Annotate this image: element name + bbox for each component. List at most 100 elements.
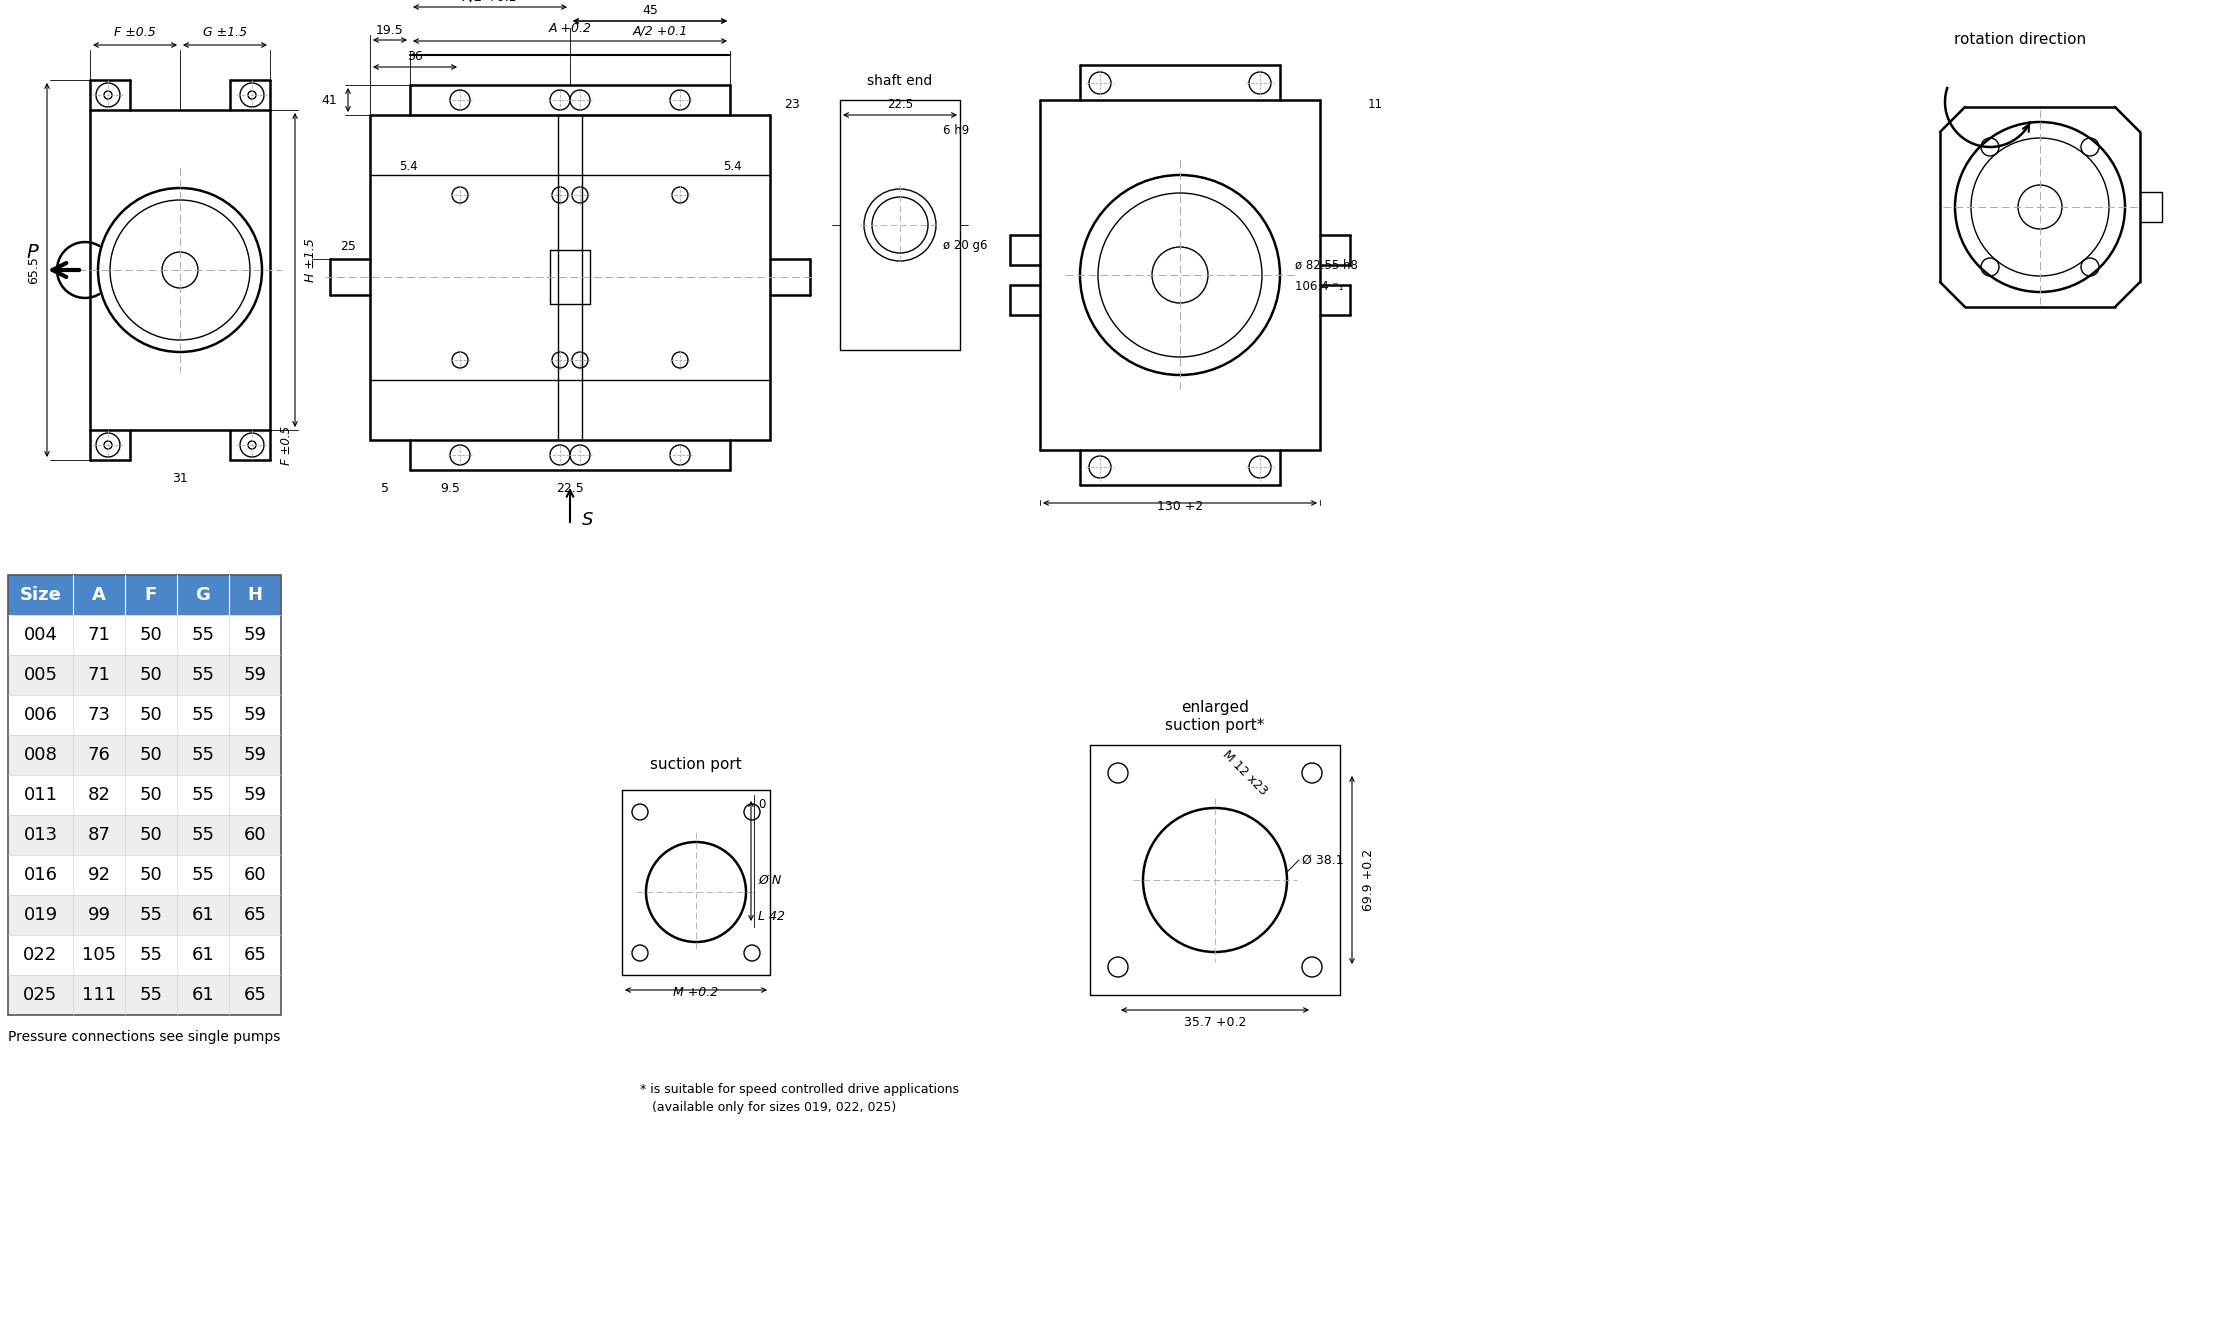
Text: 50: 50 [140,706,162,724]
Text: 50: 50 [140,626,162,644]
Text: S: S [582,511,593,530]
Bar [9,855,280,895]
Text: A +0.2: A +0.2 [549,23,591,35]
Text: 50: 50 [140,746,162,763]
Text: 11: 11 [1369,98,1382,112]
Text: 019: 019 [24,906,58,925]
Bar [9,575,280,1015]
Text: 59: 59 [244,746,267,763]
Text: 025: 025 [24,986,58,1004]
Text: rotation direction: rotation direction [1953,32,2086,47]
Text: 5.4: 5.4 [398,160,418,173]
Text: 5: 5 [380,481,389,495]
Text: 013: 013 [24,827,58,844]
Text: 55: 55 [191,866,216,884]
Text: 71: 71 [87,626,111,644]
Bar [9,775,280,814]
Text: 005: 005 [24,667,58,684]
Text: 55: 55 [140,906,162,925]
Text: 23: 23 [784,98,800,112]
Text: Size: Size [20,586,62,603]
Text: G: G [196,586,211,603]
Text: 55: 55 [191,626,216,644]
Text: 65.5: 65.5 [27,257,40,284]
Text: 61: 61 [191,946,213,964]
Text: 59: 59 [244,786,267,804]
Text: Ø N: Ø N [758,874,782,887]
Text: 76: 76 [87,746,111,763]
Text: F ±0.5: F ±0.5 [280,426,293,465]
Bar [9,695,280,735]
Text: 55: 55 [140,946,162,964]
Text: enlarged: enlarged [1182,700,1249,715]
Text: 55: 55 [140,986,162,1004]
Text: 69.9 +0.2: 69.9 +0.2 [1362,849,1375,911]
Text: 55: 55 [191,706,216,724]
Bar [9,655,280,695]
Text: 004: 004 [24,626,58,644]
Text: * is suitable for speed controlled drive applications: * is suitable for speed controlled drive… [640,1083,960,1097]
Bar [9,814,280,855]
Text: Pressure connections see single pumps: Pressure connections see single pumps [9,1030,280,1044]
Text: A: A [91,586,107,603]
Text: 61: 61 [191,906,213,925]
Text: F: F [144,586,158,603]
Text: 92: 92 [87,866,111,884]
Text: 008: 008 [24,746,58,763]
Text: 73: 73 [87,706,111,724]
Text: 71: 71 [87,667,111,684]
Text: 31: 31 [171,472,189,484]
Text: M +0.2: M +0.2 [673,986,718,1000]
Text: Ø 38.1: Ø 38.1 [1302,853,1344,867]
Text: 65: 65 [244,906,267,925]
Text: ø 82.55 h8: ø 82.55 h8 [1295,258,1358,271]
Text: 6 h9: 6 h9 [942,124,969,137]
Text: 130 +2: 130 +2 [1158,500,1202,513]
Text: 0: 0 [758,798,764,812]
Bar [9,895,280,935]
Text: 65: 65 [244,946,267,964]
Bar [9,616,280,655]
Bar [9,935,280,974]
Bar [9,974,280,1015]
Text: (available only for sizes 019, 022, 025): (available only for sizes 019, 022, 025) [640,1102,895,1114]
Text: 65: 65 [244,986,267,1004]
Text: 19.5: 19.5 [376,23,404,36]
Text: 25: 25 [340,241,356,254]
Text: 22.5: 22.5 [556,481,584,495]
Text: F ±0.5: F ±0.5 [113,26,156,39]
Text: 016: 016 [24,866,58,884]
Text: 55: 55 [191,786,216,804]
Text: shaft end: shaft end [867,74,933,87]
Text: P: P [27,242,38,262]
Text: 50: 50 [140,827,162,844]
Text: 106.4 ⁻₁: 106.4 ⁻₁ [1295,281,1344,293]
Text: 87: 87 [87,827,111,844]
Text: 111: 111 [82,986,116,1004]
Text: 5.4: 5.4 [722,160,742,173]
Text: 55: 55 [191,667,216,684]
Text: L 42: L 42 [758,910,784,923]
Text: 105: 105 [82,946,116,964]
Text: 22.5: 22.5 [887,98,913,112]
Text: 50: 50 [140,786,162,804]
Text: 006: 006 [24,706,58,724]
Text: A/2 +0.1: A/2 +0.1 [633,24,687,38]
Text: 60: 60 [244,827,267,844]
Text: 36: 36 [407,51,422,63]
Text: A/2 +0.1: A/2 +0.1 [462,0,518,4]
Text: 50: 50 [140,667,162,684]
Text: 011: 011 [24,786,58,804]
Text: 61: 61 [191,986,213,1004]
Text: H ±1.5: H ±1.5 [304,238,316,282]
Text: 50: 50 [140,866,162,884]
Text: ø 20 g6: ø 20 g6 [942,238,987,251]
Text: 55: 55 [191,746,216,763]
Text: 35.7 +0.2: 35.7 +0.2 [1184,1016,1247,1030]
Text: suction port: suction port [651,757,742,771]
Text: 99: 99 [87,906,111,925]
Text: 59: 59 [244,667,267,684]
Text: 59: 59 [244,626,267,644]
Text: 82: 82 [87,786,111,804]
Text: 022: 022 [24,946,58,964]
